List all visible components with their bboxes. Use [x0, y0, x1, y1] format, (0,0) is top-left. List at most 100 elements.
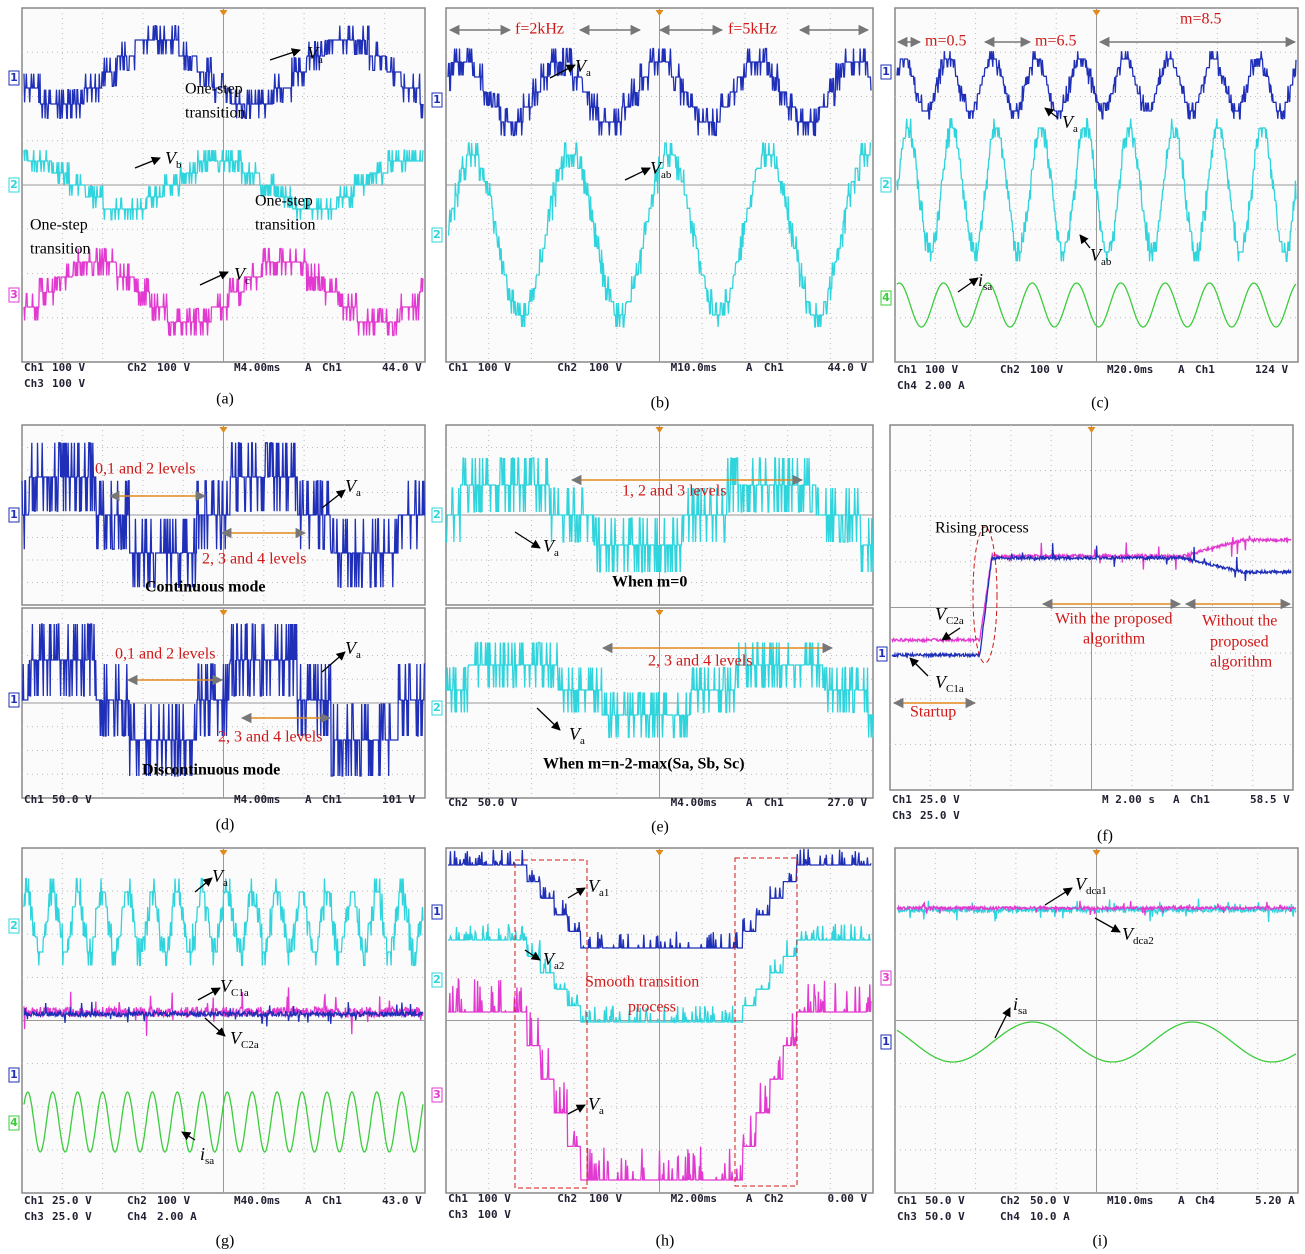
- status-text: Ch4: [1195, 1194, 1215, 1207]
- annotation: process: [628, 999, 676, 1016]
- status-text: M20.0ms: [1107, 363, 1153, 376]
- subscript: a1: [599, 887, 609, 899]
- channel-marker: 3: [882, 971, 890, 984]
- status-text: Ch2: [764, 1192, 784, 1205]
- channel-marker: 1: [10, 693, 18, 706]
- channel-marker: 2: [433, 508, 441, 521]
- status-text: 5.20 A: [1255, 1194, 1295, 1207]
- annotation: When m=n-2-max(Sa, Sb, Sc): [543, 756, 745, 773]
- annotation: Rising process: [935, 520, 1029, 537]
- annotation: Smooth transition: [585, 974, 699, 991]
- status-text: Ch1: [1195, 363, 1215, 376]
- subscript: a2: [554, 960, 564, 972]
- subscript: C1a: [946, 683, 964, 695]
- status-text: 100 V: [589, 1192, 622, 1205]
- annotation: f=5kHz: [728, 21, 777, 38]
- status-text: 27.0 V: [827, 796, 867, 809]
- channel-marker: 2: [882, 178, 890, 191]
- status-text: A: [746, 796, 753, 809]
- status-text: A: [305, 361, 312, 374]
- caption: (h): [656, 1233, 675, 1250]
- status-text: 50.0 V: [1030, 1194, 1070, 1207]
- status-text: Ch3: [24, 377, 44, 390]
- figure: 123VaOne-steptransitionVbOne-steptransit…: [0, 0, 1305, 1254]
- subscript: a: [580, 735, 585, 747]
- caption: (d): [216, 817, 235, 834]
- status-text: Ch2: [1000, 1194, 1020, 1207]
- subscript: a: [223, 877, 228, 889]
- annotation: proposed: [1210, 634, 1269, 651]
- status-text: Ch2: [557, 361, 577, 374]
- status-text: M4.00ms: [234, 361, 280, 374]
- status-text: 43.0 V: [382, 1194, 422, 1207]
- status-text: Ch4: [127, 1210, 147, 1223]
- annotation: 2, 3 and 4 levels: [218, 729, 322, 746]
- status-text: Ch1: [897, 363, 917, 376]
- subscript: sa: [205, 1155, 214, 1167]
- status-text: Ch1: [892, 793, 912, 806]
- status-text: Ch3: [24, 1210, 44, 1223]
- subscript: C2a: [241, 1039, 259, 1051]
- subscript: sa: [1018, 1005, 1027, 1017]
- caption: (f): [1097, 828, 1113, 845]
- status-text: 44.0 V: [382, 361, 422, 374]
- channel-marker: 1: [878, 647, 886, 660]
- status-text: Ch2: [557, 1192, 577, 1205]
- annotation: Continuous mode: [145, 579, 265, 596]
- status-text: 100 V: [157, 1194, 190, 1207]
- status-text: 100 V: [1030, 363, 1063, 376]
- annotation: One-step: [255, 193, 313, 210]
- status-text: Ch2: [448, 796, 468, 809]
- subscript: a: [554, 547, 559, 559]
- subscript: a: [356, 649, 361, 661]
- status-text: 50.0 V: [478, 796, 518, 809]
- annotation: 1, 2 and 3 levels: [622, 483, 726, 500]
- status-text: A: [746, 1192, 753, 1205]
- status-text: 25.0 V: [920, 809, 960, 822]
- status-text: A: [1178, 1194, 1185, 1207]
- status-text: A: [746, 361, 753, 374]
- status-text: 100 V: [925, 363, 958, 376]
- status-text: Ch1: [764, 796, 784, 809]
- scope-panel: 1Rising processVC2aVC1aStartupWith the p…: [877, 425, 1293, 845]
- annotation: Startup: [910, 704, 956, 721]
- annotation: Without the: [1202, 613, 1277, 630]
- channel-marker: 1: [10, 508, 18, 521]
- channel-marker: 4: [10, 1116, 18, 1129]
- status-text: Ch4: [897, 379, 917, 392]
- channel-marker: 3: [433, 1088, 441, 1101]
- annotation: One-step: [185, 81, 243, 98]
- status-text: Ch2: [1000, 363, 1020, 376]
- status-text: 2.00 A: [925, 379, 965, 392]
- status-text: Ch1: [322, 361, 342, 374]
- status-text: 10.0 A: [1030, 1210, 1070, 1223]
- subscript: ab: [1101, 256, 1112, 268]
- channel-marker: 2: [433, 973, 441, 986]
- status-text: Ch1: [322, 1194, 342, 1207]
- subscript: C1a: [231, 987, 249, 999]
- status-text: 100 V: [52, 377, 85, 390]
- channel-marker: 1: [10, 71, 18, 84]
- status-text: M10.0ms: [671, 361, 717, 374]
- channel-marker: 4: [882, 291, 890, 304]
- caption: (a): [216, 391, 234, 408]
- status-text: Ch3: [897, 1210, 917, 1223]
- channel-marker: 1: [882, 1035, 890, 1048]
- status-text: 100 V: [52, 361, 85, 374]
- status-text: Ch1: [24, 361, 44, 374]
- annotation: 0,1 and 2 levels: [115, 646, 215, 663]
- status-text: Ch3: [448, 1208, 468, 1221]
- caption: (i): [1092, 1233, 1107, 1250]
- status-text: 100 V: [157, 361, 190, 374]
- status-text: Ch1: [24, 1194, 44, 1207]
- annotation: transition: [30, 241, 90, 258]
- caption: (g): [216, 1233, 235, 1250]
- status-text: Ch1: [24, 793, 44, 806]
- subscript: a: [318, 54, 323, 66]
- subscript: b: [176, 159, 182, 171]
- caption: (b): [651, 395, 670, 412]
- status-text: 50.0 V: [925, 1210, 965, 1223]
- status-text: Ch4: [1000, 1210, 1020, 1223]
- status-text: 25.0 V: [920, 793, 960, 806]
